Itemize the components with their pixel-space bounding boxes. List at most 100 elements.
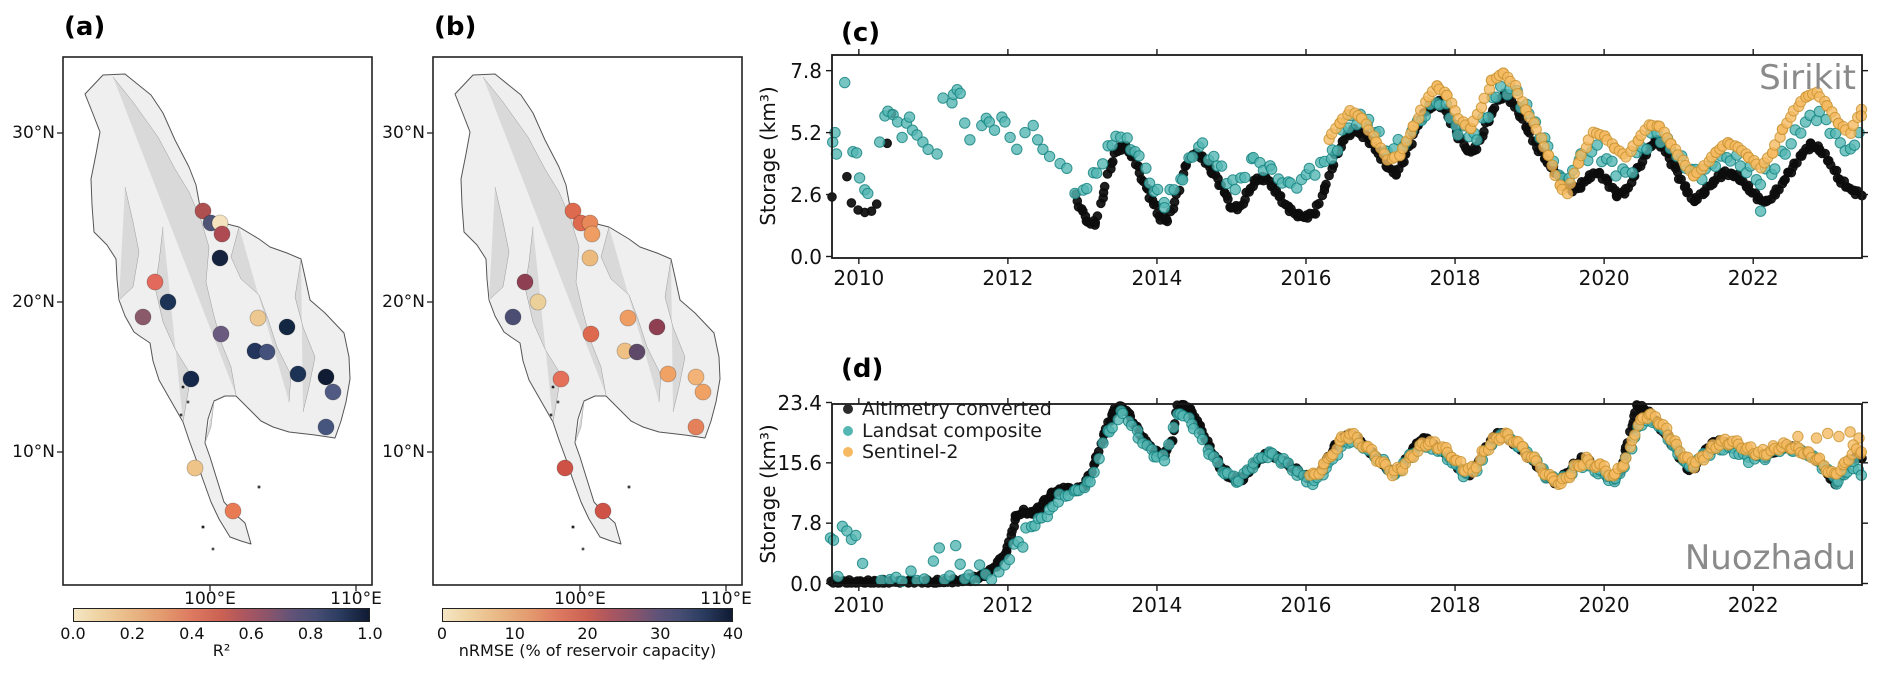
data-point <box>1158 202 1171 214</box>
data-point <box>827 534 840 546</box>
lon-tick-label: 100°E <box>554 589 606 609</box>
reservoir-dot <box>134 308 152 326</box>
reservoir-dot <box>186 459 204 477</box>
data-point <box>1620 452 1632 464</box>
colorbar-tick-label: 0.6 <box>238 624 264 643</box>
panel-d-label: (d) <box>841 354 884 384</box>
legend-row: Altimetry converted <box>843 398 1052 420</box>
colorbar-tick-label: 0.8 <box>297 624 324 643</box>
data-point <box>1017 541 1029 553</box>
reservoir-dot <box>619 309 637 327</box>
data-point <box>1479 126 1489 137</box>
data-point <box>1310 209 1321 219</box>
panel-c-label: (c) <box>841 18 881 48</box>
data-point <box>856 557 869 570</box>
data-point <box>1641 143 1653 156</box>
data-point <box>1223 194 1233 204</box>
data-point <box>871 199 882 209</box>
data-point <box>1186 151 1199 163</box>
reservoir-dot <box>564 202 582 220</box>
reservoir-dot <box>687 368 705 386</box>
data-point <box>842 171 852 182</box>
x-tick-label: 2014 <box>1131 593 1183 617</box>
data-point <box>1822 427 1834 440</box>
x-tick-label: 2010 <box>833 266 885 290</box>
data-point <box>1093 453 1105 465</box>
data-point <box>1489 103 1500 113</box>
colorbar-tick-label: 10 <box>504 624 525 643</box>
data-point <box>1229 183 1241 196</box>
lat-tick-label: 30°N <box>12 123 55 143</box>
data-point <box>1629 429 1641 441</box>
data-point <box>1844 426 1856 438</box>
reservoir-dot <box>659 365 677 383</box>
data-point <box>1795 127 1807 139</box>
nuozhadu-plot <box>824 398 1868 591</box>
data-point <box>959 117 971 129</box>
reservoir-dot <box>582 325 600 343</box>
y-tick-label: 23.4 <box>777 390 822 415</box>
colorbar-tick-label: 1.0 <box>357 624 383 643</box>
data-point <box>896 131 908 144</box>
x-tick-label: 2022 <box>1727 266 1779 290</box>
panel-a-label: (a) <box>64 12 106 42</box>
legend-label: Sentinel-2 <box>862 441 959 463</box>
reservoir-dot <box>317 418 335 436</box>
data-point <box>1169 197 1180 207</box>
lat-tick-label: 20°N <box>12 292 55 312</box>
data-point <box>1121 132 1133 144</box>
colorbar-tick-label: 0.0 <box>60 624 86 643</box>
data-point <box>1099 181 1110 192</box>
reservoir-dot <box>249 309 267 327</box>
data-point <box>903 111 916 123</box>
reservoir-dot <box>628 343 646 361</box>
data-point <box>905 565 917 577</box>
data-point <box>1212 456 1224 469</box>
data-point <box>1163 438 1175 451</box>
island-specks <box>549 385 631 551</box>
legend-marker-dot <box>843 425 853 436</box>
data-point <box>1769 163 1781 175</box>
reservoir-dot <box>212 325 230 343</box>
y-tick-label: 15.6 <box>777 450 822 475</box>
reservoir-dot <box>278 318 296 336</box>
data-point <box>1176 174 1189 186</box>
data-point <box>853 172 866 184</box>
data-point <box>1848 139 1861 151</box>
lon-tick-label: 100°E <box>184 589 236 609</box>
data-point <box>1162 216 1173 227</box>
colorbar-tick-label: 0 <box>436 624 448 643</box>
data-point <box>1471 134 1483 146</box>
lat-tick-label: 30°N <box>382 123 425 143</box>
data-point <box>1003 553 1016 566</box>
data-point <box>1478 92 1490 104</box>
map-land <box>84 73 351 551</box>
data-point <box>1549 169 1561 182</box>
data-point <box>1088 466 1100 479</box>
data-point <box>1011 143 1023 156</box>
y-tick-label: 0.0 <box>790 571 822 596</box>
data-point <box>1140 162 1152 174</box>
data-point <box>1291 182 1303 194</box>
data-point <box>918 573 931 585</box>
data-point <box>1027 119 1039 132</box>
panel-b-label: (b) <box>434 12 477 42</box>
r2-colorbar <box>73 608 370 622</box>
reservoir-dot <box>211 249 229 267</box>
data-point <box>1265 163 1278 175</box>
data-point <box>1239 171 1251 184</box>
data-point <box>1092 211 1103 221</box>
data-point <box>1591 139 1603 151</box>
data-point <box>933 542 946 554</box>
data-point <box>1769 139 1781 151</box>
data-point <box>927 555 940 567</box>
data-point <box>1097 437 1109 449</box>
data-point <box>832 570 844 583</box>
data-point <box>1081 182 1093 195</box>
data-point <box>973 559 986 571</box>
plot-frame <box>831 403 1863 586</box>
r2-colorbar-label: R² <box>212 641 231 660</box>
legend-label: Landsat composite <box>862 419 1042 442</box>
data-point <box>1490 91 1502 103</box>
